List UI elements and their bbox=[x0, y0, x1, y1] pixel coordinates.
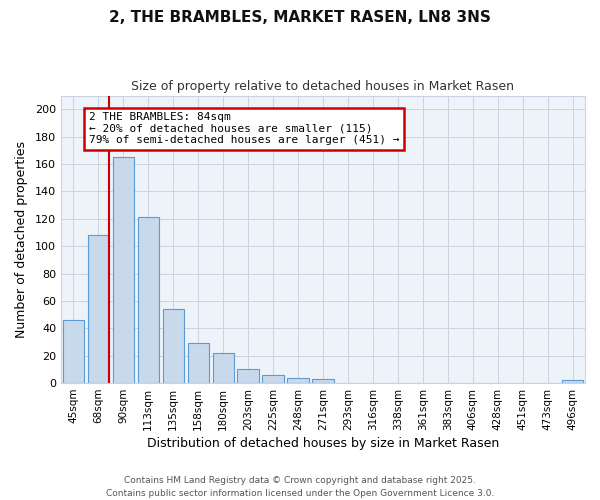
Bar bbox=[88, 235, 109, 383]
Bar bbox=[188, 344, 209, 383]
Bar bbox=[63, 320, 84, 383]
Title: Size of property relative to detached houses in Market Rasen: Size of property relative to detached ho… bbox=[131, 80, 514, 93]
Text: Contains HM Land Registry data © Crown copyright and database right 2025.
Contai: Contains HM Land Registry data © Crown c… bbox=[106, 476, 494, 498]
Bar bbox=[287, 378, 308, 383]
Bar bbox=[137, 218, 159, 383]
Bar bbox=[313, 379, 334, 383]
Bar bbox=[238, 370, 259, 383]
Bar bbox=[212, 353, 234, 383]
Bar bbox=[163, 309, 184, 383]
Bar bbox=[262, 375, 284, 383]
Text: 2, THE BRAMBLES, MARKET RASEN, LN8 3NS: 2, THE BRAMBLES, MARKET RASEN, LN8 3NS bbox=[109, 10, 491, 25]
Y-axis label: Number of detached properties: Number of detached properties bbox=[15, 141, 28, 338]
Text: 2 THE BRAMBLES: 84sqm
← 20% of detached houses are smaller (115)
79% of semi-det: 2 THE BRAMBLES: 84sqm ← 20% of detached … bbox=[89, 112, 400, 145]
Bar bbox=[562, 380, 583, 383]
X-axis label: Distribution of detached houses by size in Market Rasen: Distribution of detached houses by size … bbox=[147, 437, 499, 450]
Bar bbox=[113, 157, 134, 383]
